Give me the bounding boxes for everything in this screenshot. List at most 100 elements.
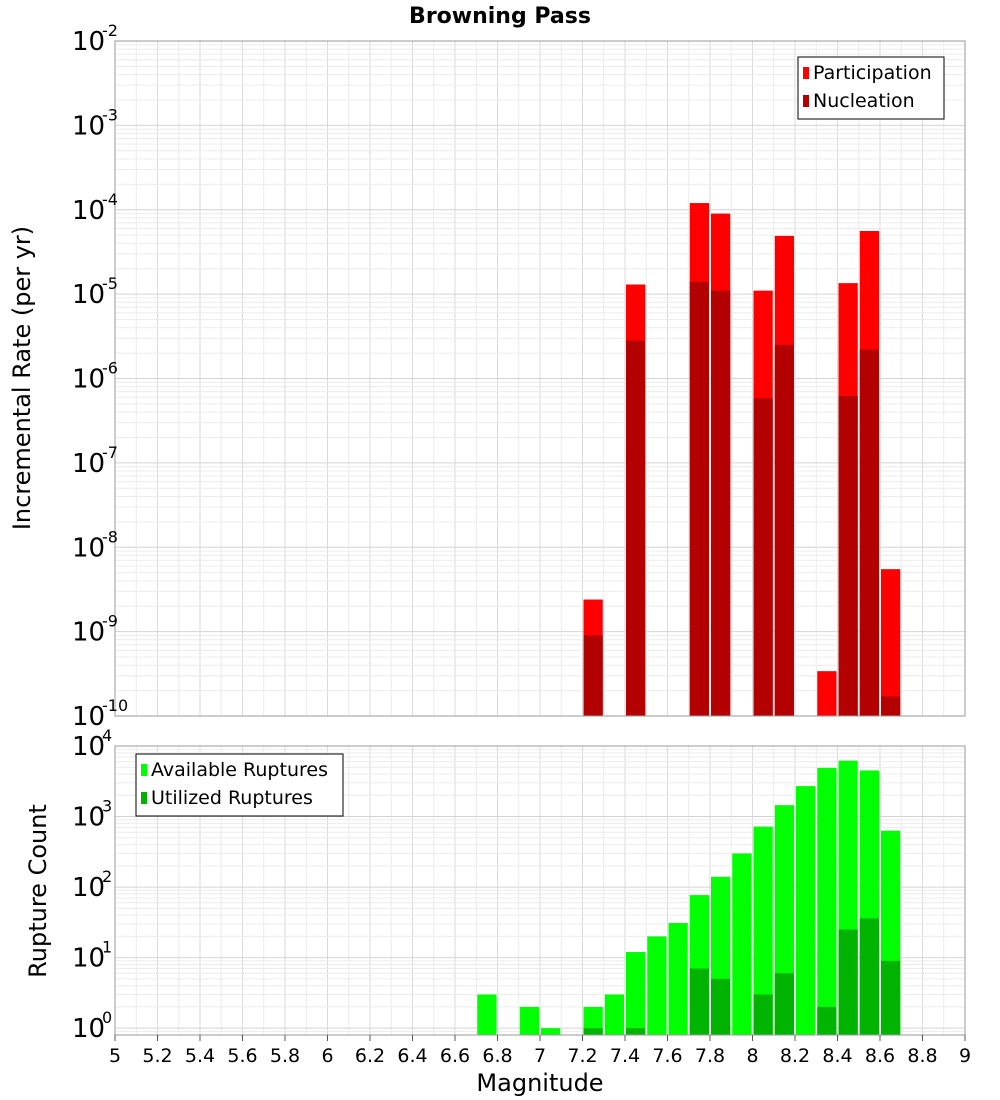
- chart-title: Browning Pass: [409, 4, 591, 29]
- bar-overlay-nucleation: [583, 635, 603, 716]
- y-tick-exponent: -9: [102, 612, 118, 631]
- x-tick-label: 6: [321, 1045, 333, 1067]
- bar-overlay-nucleation: [711, 290, 731, 716]
- y-tick-exponent: 0: [102, 1008, 112, 1027]
- y-tick-label: 10: [72, 533, 105, 563]
- y-tick-label: 10: [72, 449, 105, 479]
- x-tick-label: 5.8: [270, 1045, 300, 1067]
- bottom-y-axis-title: Rupture Count: [24, 804, 52, 978]
- x-tick-label: 7.2: [567, 1045, 597, 1067]
- y-tick-exponent: 1: [102, 938, 112, 957]
- y-tick-label: 10: [72, 944, 105, 974]
- bar-participation: [817, 671, 837, 716]
- x-axis-title: Magnitude: [476, 1069, 603, 1097]
- y-tick-label: 10: [72, 803, 105, 833]
- bar-overlay-utilized-ruptures: [753, 994, 773, 1035]
- x-tick-label: 6.4: [397, 1045, 427, 1067]
- y-tick-label: 10: [72, 111, 105, 141]
- bar-overlay-nucleation: [774, 344, 794, 716]
- bar-overlay-nucleation: [881, 696, 901, 716]
- y-tick-label: 10: [72, 732, 105, 762]
- bar-available-ruptures: [604, 994, 624, 1035]
- bar-overlay-nucleation: [859, 349, 879, 716]
- x-tick-label: 5.2: [142, 1045, 172, 1067]
- bar-available-ruptures: [732, 853, 752, 1035]
- y-tick-exponent: -4: [102, 190, 118, 209]
- x-tick-label: 8.8: [907, 1045, 937, 1067]
- bar-overlay-nucleation: [838, 396, 858, 716]
- bar-available-ruptures: [796, 786, 816, 1035]
- bar-overlay-nucleation: [753, 398, 773, 716]
- x-tick-label: 6.2: [355, 1045, 385, 1067]
- bar-available-ruptures: [583, 1006, 603, 1035]
- y-tick-exponent: -6: [102, 359, 118, 378]
- bar-available-ruptures: [668, 922, 688, 1035]
- y-tick-label: 10: [72, 618, 105, 648]
- participation-panel: 10-1010-910-810-710-610-510-410-310-2Par…: [72, 21, 966, 732]
- bar-overlay-utilized-ruptures: [689, 968, 709, 1035]
- y-tick-exponent: -3: [102, 105, 118, 124]
- x-tick-label: 6.6: [440, 1045, 470, 1067]
- x-tick-label: 5.6: [227, 1045, 257, 1067]
- bar-overlay-nucleation: [626, 340, 646, 716]
- bar-overlay-nucleation: [689, 281, 709, 716]
- y-tick-label: 10: [72, 365, 105, 395]
- x-tick-label: 8.4: [822, 1045, 852, 1067]
- y-tick-label: 10: [72, 702, 105, 732]
- bar-overlay-utilized-ruptures: [711, 978, 731, 1035]
- legend-swatch-utilized-ruptures: [141, 792, 147, 804]
- y-tick-label: 10: [72, 27, 105, 57]
- y-tick-label: 10: [72, 280, 105, 310]
- y-tick-label: 10: [72, 196, 105, 226]
- legend-label-available-ruptures: Available Ruptures: [151, 759, 328, 781]
- bar-overlay-utilized-ruptures: [838, 929, 858, 1035]
- bar-overlay-utilized-ruptures: [817, 1006, 837, 1035]
- x-tick-label: 7.4: [610, 1045, 640, 1067]
- bar-overlay-utilized-ruptures: [859, 918, 879, 1035]
- bar-overlay-utilized-ruptures: [881, 960, 901, 1035]
- x-tick-label: 8.2: [780, 1045, 810, 1067]
- bar-overlay-utilized-ruptures: [626, 1028, 646, 1035]
- top-y-axis-title: Incremental Rate (per yr): [8, 226, 36, 530]
- legend-label-utilized-ruptures: Utilized Ruptures: [151, 787, 313, 809]
- bar-available-ruptures: [647, 936, 667, 1035]
- bar-available-ruptures: [477, 994, 497, 1035]
- bar-overlay-utilized-ruptures: [583, 1028, 603, 1035]
- legend-label-participation: Participation: [813, 62, 932, 84]
- bar-available-ruptures: [753, 826, 773, 1035]
- x-tick-label: 8: [746, 1045, 758, 1067]
- x-tick-label: 7.6: [652, 1045, 682, 1067]
- legend-box: [135, 753, 344, 817]
- legend-box: [797, 56, 945, 120]
- x-tick-label: 9: [959, 1045, 971, 1067]
- bar-available-ruptures: [541, 1028, 561, 1035]
- legend-label-nucleation: Nucleation: [813, 90, 915, 112]
- legend-swatch-nucleation: [803, 95, 809, 107]
- bar-available-ruptures: [626, 952, 646, 1035]
- plot-frame: [114, 40, 966, 717]
- y-tick-label: 10: [72, 873, 105, 903]
- x-tick-label: 8.6: [865, 1045, 895, 1067]
- y-tick-exponent: -5: [102, 274, 118, 293]
- y-tick-exponent: 3: [102, 797, 112, 816]
- y-tick-exponent: -10: [102, 696, 128, 715]
- x-tick-label: 7: [534, 1045, 546, 1067]
- bar-participation: [881, 569, 901, 716]
- bar-available-ruptures: [519, 1006, 539, 1035]
- y-tick-exponent: 2: [102, 867, 112, 886]
- y-tick-exponent: -7: [102, 443, 118, 462]
- x-tick-label: 7.8: [695, 1045, 725, 1067]
- y-tick-exponent: -8: [102, 527, 118, 546]
- x-tick-label: 6.8: [482, 1045, 512, 1067]
- y-tick-exponent: 4: [102, 726, 112, 745]
- y-tick-exponent: -2: [102, 21, 118, 40]
- legend-swatch-available-ruptures: [141, 764, 147, 776]
- bar-available-ruptures: [817, 767, 837, 1035]
- bar-overlay-utilized-ruptures: [774, 973, 794, 1035]
- legend-swatch-participation: [803, 67, 809, 79]
- x-tick-label: 5: [109, 1045, 121, 1067]
- y-tick-label: 10: [72, 1014, 105, 1044]
- x-tick-label: 5.4: [185, 1045, 215, 1067]
